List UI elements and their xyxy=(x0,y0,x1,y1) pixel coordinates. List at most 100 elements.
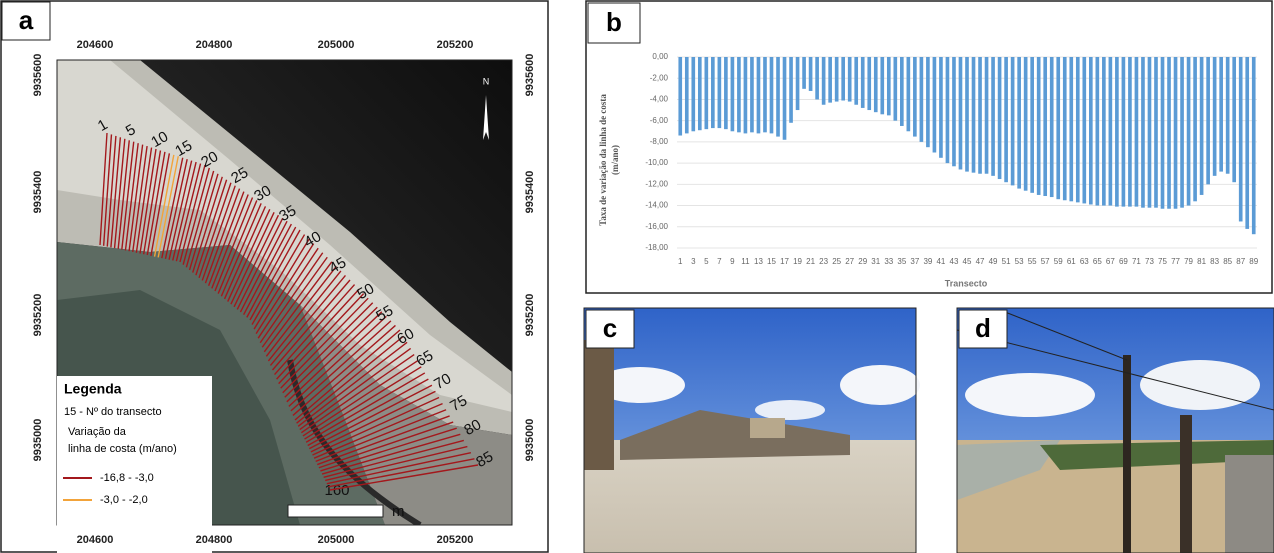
x-tick-label: 41 xyxy=(936,257,945,266)
bar xyxy=(946,57,950,163)
y-tick-label: -10,00 xyxy=(645,158,668,167)
bar xyxy=(757,57,761,133)
bar xyxy=(861,57,865,108)
bar xyxy=(1193,57,1197,201)
bar xyxy=(1115,57,1119,207)
x-tick-label: 57 xyxy=(1041,257,1050,266)
bar xyxy=(1017,57,1021,189)
bar xyxy=(789,57,793,123)
bar xyxy=(770,57,774,133)
bar xyxy=(880,57,884,114)
bar xyxy=(1030,57,1034,193)
legend-label: -16,8 - -3,0 xyxy=(100,472,154,484)
bar xyxy=(1174,57,1178,209)
bar xyxy=(1109,57,1113,206)
x-tick-label: 11 xyxy=(741,257,750,266)
x-tick-label: 75 xyxy=(1158,257,1167,266)
bar xyxy=(965,57,969,172)
x-tick-label: 1 xyxy=(678,257,683,266)
bar xyxy=(1043,57,1047,196)
panel-label: b xyxy=(606,7,622,37)
x-tick-label: 77 xyxy=(1171,257,1180,266)
bar xyxy=(1050,57,1054,197)
x-tick-label: 63 xyxy=(1080,257,1089,266)
bar xyxy=(1161,57,1165,209)
bar xyxy=(985,57,989,174)
bar xyxy=(926,57,930,147)
x-tick-label: 67 xyxy=(1106,257,1115,266)
bar xyxy=(991,57,995,176)
bar xyxy=(978,57,982,174)
bar xyxy=(835,57,839,102)
bar xyxy=(796,57,800,110)
x-tick-label: 65 xyxy=(1093,257,1102,266)
bar xyxy=(1102,57,1106,206)
map-y-tick-label: 9935600 xyxy=(524,54,536,97)
bar xyxy=(952,57,956,166)
x-tick-label: 85 xyxy=(1223,257,1232,266)
map-x-tick-label: 204800 xyxy=(196,534,233,546)
bar xyxy=(959,57,963,169)
bar xyxy=(933,57,937,153)
legend-label: -3,0 - -2,0 xyxy=(100,494,148,506)
map-x-tick-label: 205200 xyxy=(437,534,474,546)
bar xyxy=(731,57,735,131)
x-tick-label: 43 xyxy=(950,257,959,266)
bar xyxy=(1082,57,1086,203)
bar xyxy=(1089,57,1093,204)
bar xyxy=(893,57,897,121)
x-tick-label: 35 xyxy=(897,257,906,266)
map-x-tick-label: 204600 xyxy=(77,39,114,51)
x-tick-label: 21 xyxy=(806,257,815,266)
map-x-tick-label: 204600 xyxy=(77,534,114,546)
x-tick-label: 3 xyxy=(691,257,696,266)
bar xyxy=(1096,57,1100,206)
bar xyxy=(1219,57,1223,172)
x-tick-label: 89 xyxy=(1249,257,1258,266)
bar xyxy=(887,57,891,115)
bar xyxy=(1076,57,1080,202)
bar xyxy=(1135,57,1139,207)
map-y-tick-label: 9935400 xyxy=(32,171,44,214)
x-tick-label: 73 xyxy=(1145,257,1154,266)
legend-variable: linha de costa (m/ano) xyxy=(68,443,177,455)
x-tick-label: 61 xyxy=(1067,257,1076,266)
bar xyxy=(724,57,728,129)
x-tick-label: 37 xyxy=(910,257,919,266)
bar xyxy=(1128,57,1132,207)
panel-label: d xyxy=(975,313,991,343)
y-tick-label: 0,00 xyxy=(652,52,668,61)
bar xyxy=(809,57,813,91)
bar xyxy=(678,57,682,136)
bar xyxy=(1011,57,1015,185)
legend-variable: Variação da xyxy=(68,426,127,438)
map-y-tick-label: 9935000 xyxy=(524,419,536,462)
bar xyxy=(920,57,924,142)
x-tick-label: 13 xyxy=(754,257,763,266)
figure: a N 160 m Legenda 15 - Nº do transecto V… xyxy=(0,0,1274,553)
bar xyxy=(698,57,702,130)
y-axis-title: (m/ano) xyxy=(610,145,620,175)
bar xyxy=(1148,57,1152,208)
x-tick-label: 45 xyxy=(963,257,972,266)
bar xyxy=(1056,57,1060,199)
x-tick-label: 9 xyxy=(730,257,735,266)
scale-unit: m xyxy=(392,503,405,520)
x-tick-label: 5 xyxy=(704,257,709,266)
bar xyxy=(998,57,1002,179)
map-y-tick-label: 9935200 xyxy=(524,294,536,337)
bar xyxy=(705,57,709,129)
bar xyxy=(822,57,826,105)
y-tick-label: -18,00 xyxy=(645,243,668,252)
bar xyxy=(972,57,976,173)
map-x-tick-label: 205000 xyxy=(318,39,355,51)
bar xyxy=(848,57,852,102)
bar xyxy=(1213,57,1217,176)
x-tick-label: 17 xyxy=(780,257,789,266)
bar xyxy=(718,57,722,128)
x-tick-label: 29 xyxy=(858,257,867,266)
bar xyxy=(783,57,787,140)
x-tick-label: 15 xyxy=(767,257,776,266)
bar xyxy=(815,57,819,99)
x-tick-label: 19 xyxy=(793,257,802,266)
